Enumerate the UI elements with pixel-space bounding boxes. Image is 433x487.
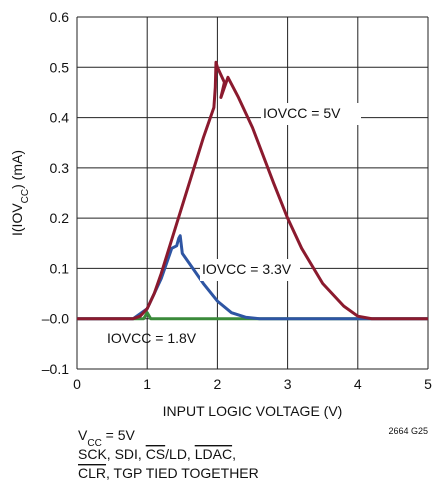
- label-part: CS: [146, 446, 165, 462]
- label-part: V: [78, 427, 88, 443]
- label-part: CC: [87, 438, 101, 449]
- label-part: IOV: [202, 261, 227, 277]
- series-line: [77, 60, 428, 321]
- x-tick-label: 2: [214, 376, 222, 392]
- label-part: CC: [20, 189, 31, 203]
- label-part: CC: [287, 105, 307, 121]
- y-tick-label: 0.1: [50, 260, 70, 276]
- label-part: /LD,: [165, 446, 195, 462]
- y-tick-label: 0.6: [50, 9, 70, 25]
- label-part: ) (mA): [9, 150, 25, 189]
- x-tick-label: 5: [424, 376, 432, 392]
- label: SCK, SDI, CS/LD, LDAC,: [78, 446, 236, 462]
- label-part: I(IOV: [9, 203, 25, 236]
- label: CLR, TGP TIED TOGETHER: [78, 465, 259, 481]
- label: I(IOVCC) (mA): [9, 150, 31, 236]
- x-tick-label: 4: [354, 376, 362, 392]
- y-tick-label: 0.2: [50, 210, 70, 226]
- y-tick-label: –0.0: [42, 311, 69, 327]
- label-part: LDAC: [195, 446, 232, 462]
- y-tick-label: 0.3: [50, 160, 70, 176]
- x-tick-label: 3: [284, 376, 292, 392]
- label-part: = 5V: [307, 105, 341, 121]
- figure-code: 2664 G25: [388, 426, 428, 436]
- label-part: = 3.3V: [246, 261, 291, 277]
- label: IOVCC = 5V: [263, 105, 341, 121]
- label-part: CLR: [78, 465, 106, 481]
- label-part: = 5V: [102, 427, 136, 443]
- label-part: CC: [226, 261, 246, 277]
- x-axis-label: INPUT LOGIC VOLTAGE (V): [163, 403, 343, 419]
- label-part: CC: [131, 330, 151, 346]
- label: VCC = 5V: [78, 427, 136, 449]
- label-part: ,: [232, 446, 236, 462]
- label-bg: [200, 259, 300, 281]
- label-part: IOV: [263, 105, 288, 121]
- x-tick-label: 0: [73, 376, 81, 392]
- label-part: = 1.8V: [151, 330, 196, 346]
- y-tick-label: 0.4: [50, 110, 70, 126]
- label-part: , TGP TIED TOGETHER: [106, 465, 259, 481]
- label: IOVCC = 1.8V: [107, 330, 197, 346]
- y-tick-label: –0.1: [42, 361, 69, 377]
- label: IOVCC = 3.3V: [202, 261, 292, 277]
- label-part: SCK, SDI,: [78, 446, 146, 462]
- y-tick-label: 0.5: [50, 59, 70, 75]
- label-part: IOV: [107, 330, 132, 346]
- x-tick-label: 1: [143, 376, 151, 392]
- label-bg: [261, 103, 361, 125]
